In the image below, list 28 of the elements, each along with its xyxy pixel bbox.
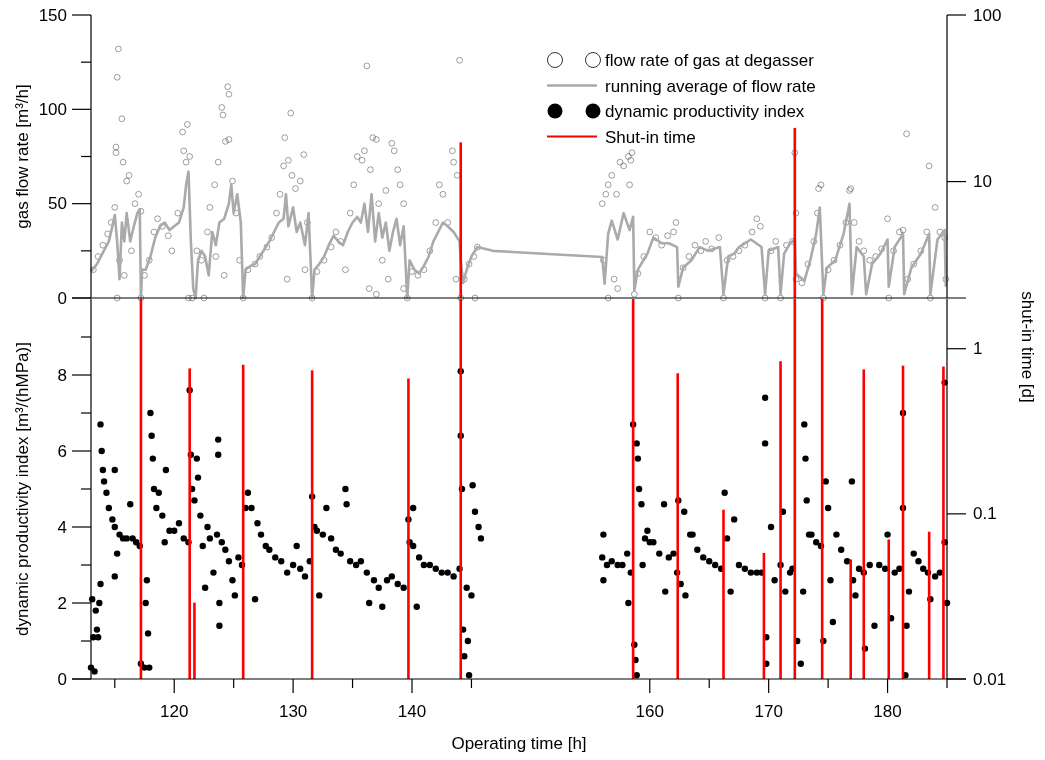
x-tick-label: 140 [397, 702, 427, 721]
y2-tick-label: 0.1 [973, 504, 997, 524]
y2-tick-label: 1 [973, 339, 983, 359]
y-tick-label: 2 [57, 593, 67, 613]
y-tick-label: 0 [57, 669, 67, 689]
y-tick-label: 50 [48, 194, 67, 214]
x-tick-label: 160 [635, 702, 664, 721]
y-axis-title: dynamic productivity index [m³/(hMPa)] [13, 342, 32, 636]
y-tick-label: 6 [57, 441, 67, 461]
x-tick-label: 170 [754, 702, 783, 721]
legend-label: Shut-in time [605, 127, 696, 147]
y-tick-label: 100 [38, 99, 67, 119]
legend-label: running average of flow rate [605, 76, 816, 96]
y2-tick-label: 0.01 [973, 669, 1007, 689]
y-tick-label: 8 [57, 365, 67, 385]
y2-axis-title: shut-in time [d] [1018, 291, 1037, 403]
y-axis-title: gas flow rate [m³/h] [13, 84, 32, 229]
y2-tick-label: 100 [973, 5, 1002, 25]
legend-label: flow rate of gas at degasser [605, 51, 815, 70]
x-tick-label: 180 [873, 702, 902, 721]
y-tick-label: 4 [57, 517, 67, 537]
y-tick-label: 0 [57, 288, 67, 308]
text: dynamic productivity index [605, 102, 805, 121]
x-axis-title: Operating time [h] [451, 734, 587, 753]
x-tick-label: 120 [160, 702, 189, 721]
y-tick-label: 150 [38, 5, 67, 25]
y2-tick-label: 10 [973, 172, 992, 192]
x-tick-label: 130 [278, 702, 308, 721]
